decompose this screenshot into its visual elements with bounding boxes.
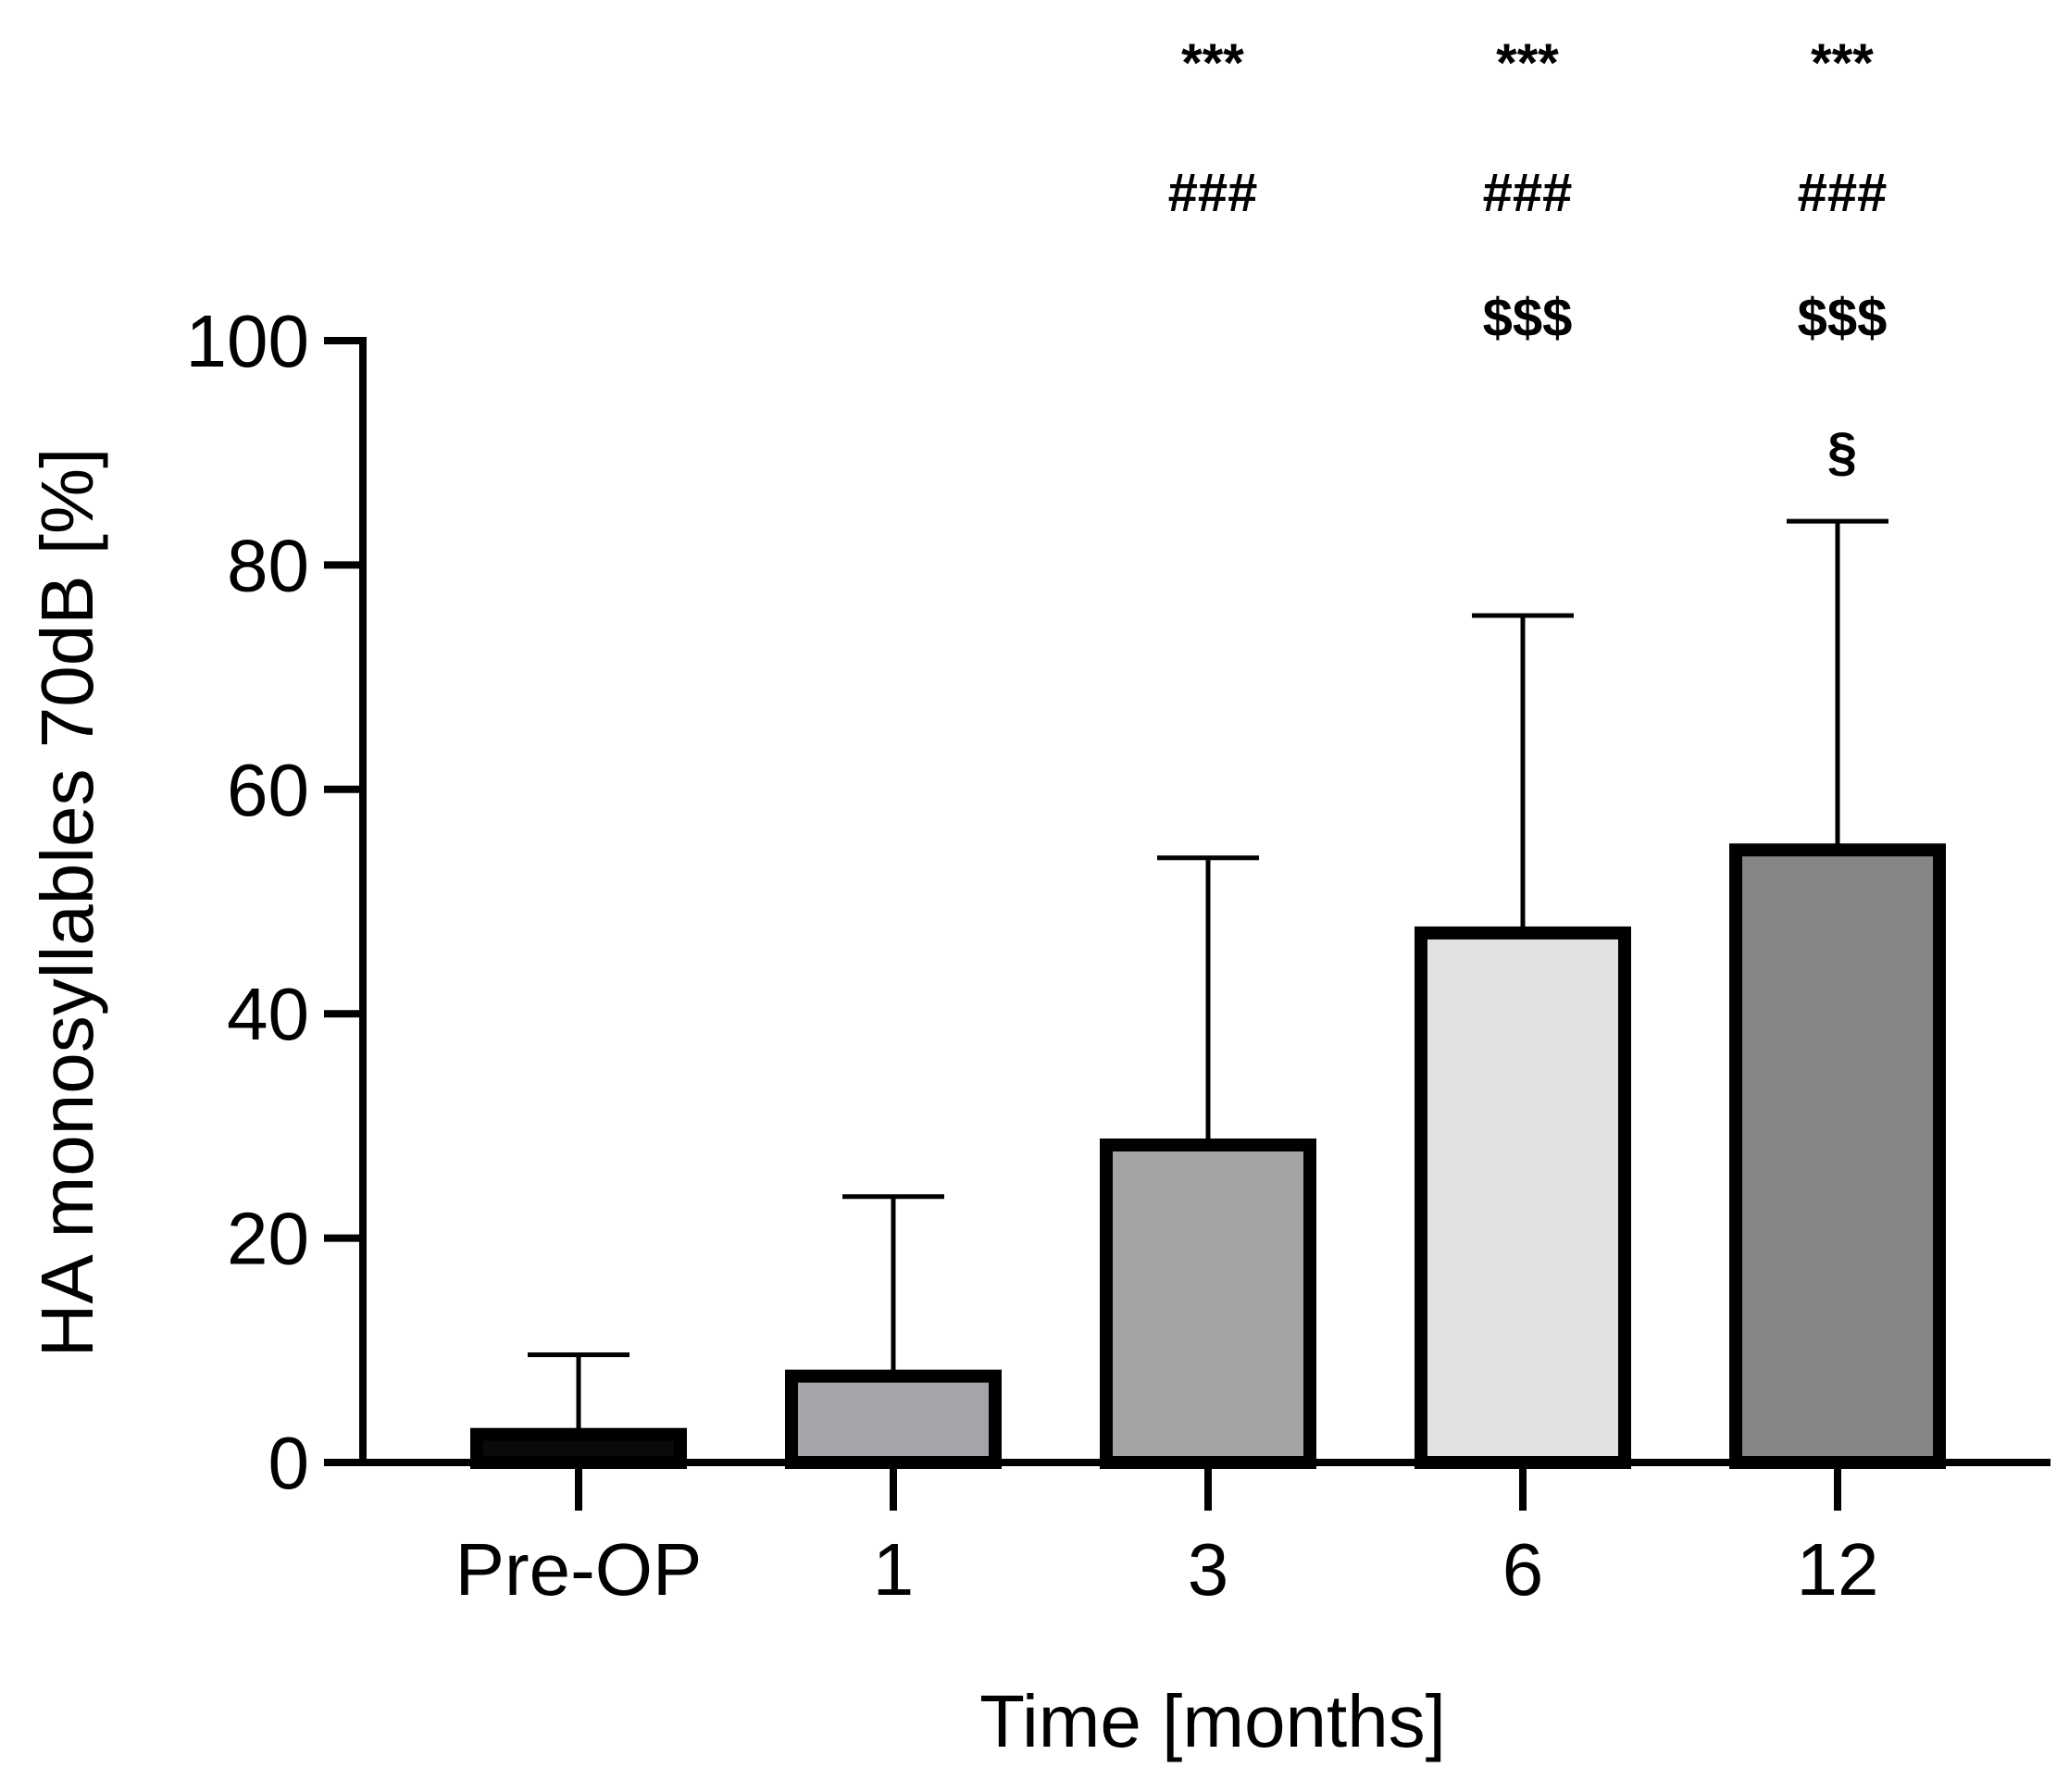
bar-4 xyxy=(1729,843,1946,1469)
x-axis-title: Time [months] xyxy=(979,1680,1446,1762)
x-tick-label: Pre-OP xyxy=(455,1528,703,1611)
error-bars xyxy=(528,518,1888,1435)
y-tick-label: 40 xyxy=(227,973,309,1055)
y-tick-label: 80 xyxy=(227,524,309,606)
y-ticks: 0 20 40 60 80 100 xyxy=(186,300,363,1504)
x-tick-label: 3 xyxy=(1188,1528,1229,1611)
y-tick-label: 60 xyxy=(227,749,309,831)
significance-marker: *** xyxy=(1181,33,1244,93)
x-tick-label: 1 xyxy=(873,1528,915,1611)
x-tick-label: 6 xyxy=(1502,1528,1544,1611)
x-ticks: Pre-OP 1 3 6 12 xyxy=(455,1462,1879,1611)
significance-markers: *** ### *** ### $$$ *** ### $$$ § xyxy=(1168,33,1888,482)
significance-marker: ### xyxy=(1798,163,1888,223)
y-tick-label: 20 xyxy=(227,1198,309,1280)
bar-0 xyxy=(470,1427,687,1469)
significance-marker: $$$ xyxy=(1798,288,1888,348)
significance-marker: *** xyxy=(1496,33,1559,93)
x-tick-label: 12 xyxy=(1797,1528,1879,1611)
bar-2 xyxy=(1100,1139,1316,1470)
significance-marker: ### xyxy=(1483,163,1573,223)
significance-marker: ### xyxy=(1168,163,1258,223)
bar-1 xyxy=(785,1369,1002,1470)
bar-3 xyxy=(1415,926,1631,1469)
significance-marker: § xyxy=(1827,422,1857,482)
y-axis-title: HA monosyllables 70dB [%] xyxy=(26,448,108,1358)
y-tick-label: 100 xyxy=(186,300,309,382)
significance-marker: *** xyxy=(1811,33,1874,93)
y-tick-label: 0 xyxy=(268,1422,310,1504)
significance-marker: $$$ xyxy=(1483,288,1573,348)
